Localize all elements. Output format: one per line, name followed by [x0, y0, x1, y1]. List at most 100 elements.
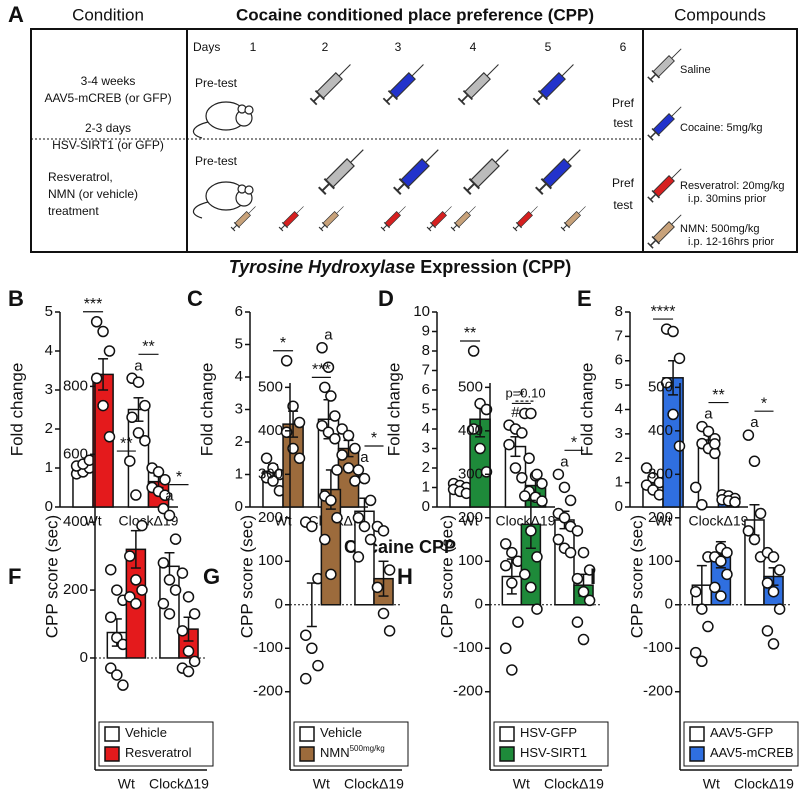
syringe-barrel	[282, 211, 299, 228]
legend-name: Vehicle	[320, 725, 362, 740]
syringe-grip	[278, 226, 284, 232]
legend-swatch	[299, 746, 315, 762]
syringe-grip	[450, 226, 456, 232]
significance-letter: a	[704, 406, 713, 423]
syringe-barrel	[564, 211, 581, 228]
y-tick-label: -200	[643, 683, 673, 700]
heading-part: Tyrosine Hydroxylase	[229, 257, 415, 277]
data-point	[767, 585, 780, 598]
syringe-flange	[563, 222, 570, 229]
days-label: Days	[193, 40, 220, 54]
y-tick-label: 3	[45, 381, 53, 398]
compound: i.p. 12-16hrs prior	[688, 236, 775, 248]
data-point	[130, 574, 142, 586]
significance-label: ***	[84, 296, 103, 313]
panel-label: G	[203, 564, 220, 589]
day: 3	[395, 40, 402, 54]
compound: NMN: 500mg/kg	[680, 223, 759, 235]
data-point	[280, 355, 293, 367]
data-point	[336, 449, 348, 461]
y-tick-label: 300	[258, 465, 283, 482]
significance-label: *	[518, 388, 524, 405]
syringe-barrel	[652, 175, 675, 198]
data-point	[97, 399, 109, 412]
legend-name: Vehicle	[125, 725, 167, 740]
data-point	[163, 608, 176, 620]
x-tick-label: Wt	[313, 776, 330, 792]
data-point	[525, 407, 537, 420]
data-point	[163, 574, 176, 586]
data-point	[773, 603, 786, 615]
syringe-needle	[296, 206, 304, 214]
pretest: Pre-test	[195, 154, 238, 168]
syringe	[532, 64, 574, 106]
header: Condition	[72, 5, 144, 24]
condition: 3-4 weeks	[81, 74, 136, 88]
data-point	[696, 655, 708, 668]
data-point	[467, 423, 480, 435]
significance-label: *	[280, 335, 286, 352]
data-point	[111, 584, 123, 596]
data-point	[329, 433, 341, 445]
syringe-needle	[671, 106, 682, 117]
header: Compounds	[674, 5, 766, 24]
panel-label: H	[397, 564, 413, 589]
legend-label: NMN500mg/kg	[320, 744, 385, 760]
y-tick-label: -100	[253, 639, 283, 656]
data-point	[558, 481, 571, 494]
y-tick-label: 1	[235, 465, 243, 482]
data-point	[182, 665, 195, 678]
data-point	[188, 655, 201, 668]
legend-swatch	[689, 746, 705, 762]
data-point	[506, 664, 518, 676]
data-point	[169, 533, 182, 545]
syringe-flange	[651, 236, 660, 245]
data-point	[157, 597, 170, 610]
data-point	[552, 533, 565, 546]
data-point	[552, 468, 565, 481]
syringe-plunger	[280, 224, 286, 230]
syringe-needle	[350, 149, 364, 163]
data-point	[136, 584, 148, 596]
significance-label: ****	[651, 303, 676, 320]
data-point	[531, 551, 543, 563]
syringe-barrel	[430, 211, 447, 228]
syringe-plunger	[321, 182, 331, 192]
syringe	[647, 214, 682, 249]
syringe	[463, 149, 509, 195]
legend-swatch	[499, 726, 515, 742]
syringe-grip	[382, 97, 391, 106]
syringe-barrel	[652, 55, 675, 78]
data-point	[306, 642, 318, 654]
syringe-grip	[647, 196, 654, 203]
day: 1	[250, 40, 257, 54]
data-point	[689, 481, 702, 494]
data-point	[299, 672, 312, 685]
y-axis-label: CPP score (sec)	[437, 515, 456, 638]
data-point	[182, 591, 195, 603]
significance-label: *	[371, 430, 377, 447]
data-point	[689, 646, 702, 659]
data-point	[512, 616, 524, 628]
x-tick-label: Wt	[654, 513, 671, 529]
y-axis-label: CPP score (sec)	[42, 515, 61, 638]
significance-letter: #	[511, 404, 520, 421]
data-point	[696, 499, 708, 511]
data-point	[499, 642, 512, 654]
data-point	[564, 494, 577, 507]
data-point	[767, 551, 780, 563]
y-tick-label: 0	[45, 498, 53, 515]
y-tick-label: -100	[453, 639, 483, 656]
legend-swatch	[104, 726, 120, 742]
syringe-plunger	[649, 239, 657, 247]
x-tick-label: ClockΔ19	[734, 776, 794, 792]
y-tick-label: 100	[458, 552, 483, 569]
data-point	[124, 550, 136, 562]
syringe-needle	[411, 64, 424, 77]
y-tick-label: 500	[258, 378, 283, 395]
syringe-needle	[578, 206, 586, 214]
data-point	[260, 452, 273, 464]
bar	[554, 519, 575, 606]
y-tick-label: 3	[422, 439, 430, 456]
y-tick-label: 1	[422, 478, 430, 495]
